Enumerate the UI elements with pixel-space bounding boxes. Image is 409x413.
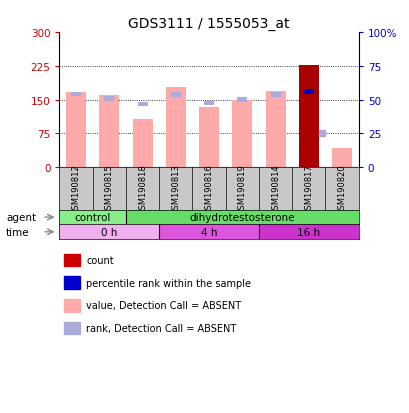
Bar: [270, 93, 280, 97]
Bar: [204, 101, 213, 106]
Bar: [137, 103, 147, 107]
Text: time: time: [6, 227, 30, 237]
Text: GSM190816: GSM190816: [204, 164, 213, 214]
Bar: [63, 299, 80, 312]
Bar: [126, 210, 358, 225]
Bar: [63, 254, 80, 266]
Text: GSM190820: GSM190820: [337, 164, 346, 214]
Bar: [71, 93, 81, 97]
Text: count: count: [86, 255, 113, 265]
Text: 0 h: 0 h: [101, 227, 117, 237]
Text: value, Detection Call = ABSENT: value, Detection Call = ABSENT: [86, 301, 240, 311]
Bar: [63, 322, 80, 335]
Text: 16 h: 16 h: [297, 227, 320, 237]
Bar: [166, 88, 185, 168]
Bar: [99, 96, 119, 168]
Bar: [237, 98, 247, 103]
Text: GSM190812: GSM190812: [72, 164, 81, 214]
Text: percentile rank within the sample: percentile rank within the sample: [86, 278, 250, 288]
Bar: [265, 91, 285, 168]
Bar: [59, 210, 126, 225]
Text: 4 h: 4 h: [200, 227, 217, 237]
Text: GSM190818: GSM190818: [138, 164, 147, 214]
Text: GSM190815: GSM190815: [105, 164, 114, 214]
Bar: [232, 100, 252, 168]
Bar: [132, 120, 152, 168]
Bar: [59, 225, 159, 240]
Bar: [303, 90, 313, 95]
Text: dihydrotestosterone: dihydrotestosterone: [189, 213, 294, 223]
Text: GSM190819: GSM190819: [237, 164, 246, 214]
Text: control: control: [74, 213, 110, 223]
Bar: [66, 93, 86, 168]
Bar: [331, 149, 351, 168]
Bar: [298, 65, 318, 168]
Text: GSM190814: GSM190814: [270, 164, 279, 214]
Text: agent: agent: [6, 213, 36, 223]
Text: GSM190813: GSM190813: [171, 164, 180, 214]
Bar: [104, 97, 114, 101]
Text: GSM190817: GSM190817: [303, 164, 312, 214]
Bar: [171, 93, 180, 97]
Bar: [199, 108, 218, 168]
Bar: [63, 277, 80, 289]
Bar: [159, 225, 258, 240]
Text: rank, Detection Call = ABSENT: rank, Detection Call = ABSENT: [86, 323, 236, 333]
Title: GDS3111 / 1555053_at: GDS3111 / 1555053_at: [128, 17, 289, 31]
Bar: [258, 225, 358, 240]
